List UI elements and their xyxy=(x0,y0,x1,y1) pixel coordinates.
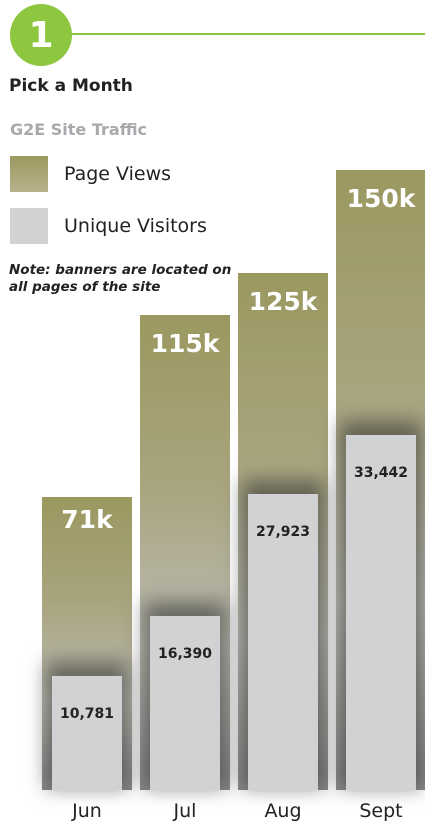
step-divider-line xyxy=(66,33,425,35)
bar-page-views-aug: 125k 27,923 xyxy=(238,273,328,790)
section-title: Pick a Month xyxy=(9,76,133,96)
legend-label-page-views: Page Views xyxy=(64,163,172,185)
bar-label-unique-visitors-sept: 33,442 xyxy=(353,465,409,481)
legend-label-unique-visitors: Unique Visitors xyxy=(64,215,207,237)
bar-unique-visitors-sept: 33,442 xyxy=(346,435,416,790)
legend-swatch-unique-visitors xyxy=(10,208,48,244)
x-tick-label-jun: Jun xyxy=(72,800,102,822)
bar-label-unique-visitors-aug: 27,923 xyxy=(255,523,311,540)
bar-label-page-views-jul: 115k xyxy=(150,328,220,358)
bar-page-views-jul: 115k 16,390 xyxy=(140,314,230,790)
x-tick-label-jul: Jul xyxy=(173,800,197,822)
bar-unique-visitors-jul: 16,390 xyxy=(150,616,220,790)
bar-label-unique-visitors-jun: 10,781 xyxy=(59,705,115,722)
bar-label-unique-visitors-jul: 16,390 xyxy=(157,646,213,662)
bar-page-views-jun: 71k 10,781 xyxy=(42,496,132,790)
bar-unique-visitors-jun: 10,781 xyxy=(52,675,122,790)
chart-note: Note: banners are located on all pages o… xyxy=(9,262,232,296)
legend-item-page-views: Page Views xyxy=(10,156,171,192)
step-number-badge: 1 xyxy=(10,4,72,66)
bar-label-page-views-sept: 150k xyxy=(346,184,416,213)
bar-label-page-views-jun: 71k xyxy=(61,504,113,534)
bar-page-views-sept: 150k 33,442 xyxy=(336,170,425,790)
bar-label-page-views-aug: 125k xyxy=(248,287,318,317)
x-tick-label-aug: Aug xyxy=(264,800,302,822)
legend-swatch-page-views xyxy=(10,156,48,192)
chart-title: G2E Site Traffic xyxy=(10,120,148,139)
bar-unique-visitors-aug: 27,923 xyxy=(248,493,318,790)
legend-item-unique-visitors: Unique Visitors xyxy=(10,208,207,244)
x-tick-label-sept: Sept xyxy=(359,800,403,822)
